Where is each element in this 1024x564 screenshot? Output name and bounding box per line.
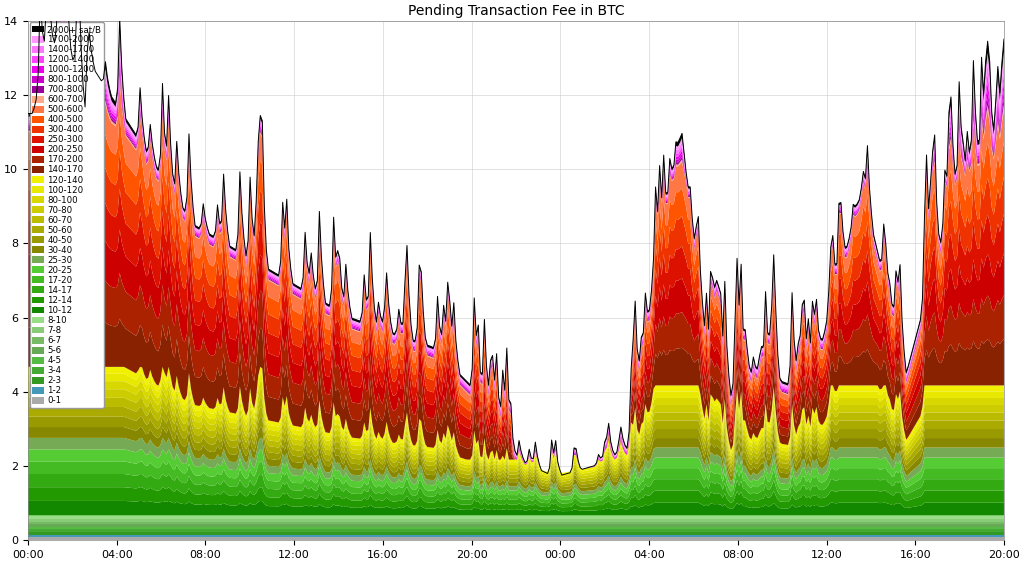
Title: Pending Transaction Fee in BTC: Pending Transaction Fee in BTC [408, 4, 625, 18]
Legend: 2000+ sat/B, 1700-2000, 1400-1700, 1200-1400, 1000-1200, 800-1000, 700-800, 600-: 2000+ sat/B, 1700-2000, 1400-1700, 1200-… [30, 23, 104, 408]
